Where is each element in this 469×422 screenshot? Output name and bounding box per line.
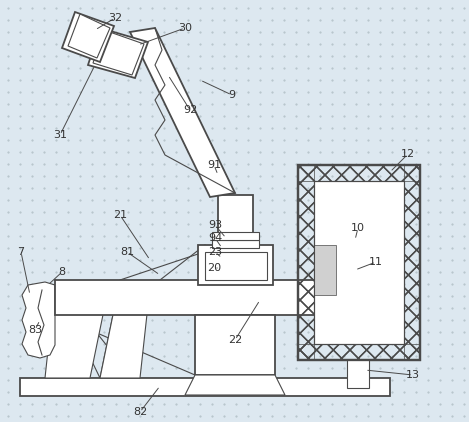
Polygon shape: [45, 285, 105, 378]
Bar: [212, 232, 259, 240]
Polygon shape: [68, 14, 110, 58]
Bar: [198, 245, 273, 285]
Text: 21: 21: [113, 210, 127, 220]
Text: 8: 8: [59, 267, 66, 277]
Bar: [298, 344, 420, 360]
Polygon shape: [100, 305, 148, 378]
Bar: [20, 378, 390, 396]
Polygon shape: [88, 28, 148, 78]
Bar: [195, 315, 275, 375]
Bar: [212, 240, 259, 248]
Text: 9: 9: [228, 90, 235, 100]
Text: 82: 82: [133, 407, 147, 417]
Polygon shape: [93, 30, 144, 75]
Bar: [314, 181, 404, 344]
Text: 20: 20: [207, 263, 221, 273]
Bar: [314, 181, 404, 344]
Polygon shape: [185, 375, 285, 395]
Bar: [298, 165, 314, 360]
Text: 93: 93: [208, 220, 222, 230]
Bar: [314, 181, 404, 344]
Bar: [55, 280, 375, 315]
Polygon shape: [314, 245, 336, 295]
Polygon shape: [62, 12, 114, 62]
Bar: [298, 165, 420, 181]
Text: 30: 30: [178, 23, 192, 33]
Text: 31: 31: [53, 130, 67, 140]
Text: 12: 12: [401, 149, 415, 159]
Bar: [347, 360, 369, 388]
Text: 10: 10: [351, 223, 365, 233]
Text: 23: 23: [208, 247, 222, 257]
Text: 91: 91: [207, 160, 221, 170]
Polygon shape: [22, 282, 55, 358]
Bar: [298, 165, 420, 360]
Text: 94: 94: [208, 233, 222, 243]
Text: 22: 22: [228, 335, 242, 345]
Polygon shape: [130, 28, 235, 197]
Bar: [218, 195, 253, 247]
Text: 81: 81: [120, 247, 134, 257]
Text: 11: 11: [369, 257, 383, 267]
Text: 92: 92: [183, 105, 197, 115]
Text: 32: 32: [108, 13, 122, 23]
Text: 7: 7: [17, 247, 24, 257]
Bar: [298, 165, 420, 360]
Text: 13: 13: [406, 370, 420, 380]
Text: 83: 83: [28, 325, 42, 335]
Bar: [404, 165, 420, 360]
Bar: [205, 252, 267, 280]
